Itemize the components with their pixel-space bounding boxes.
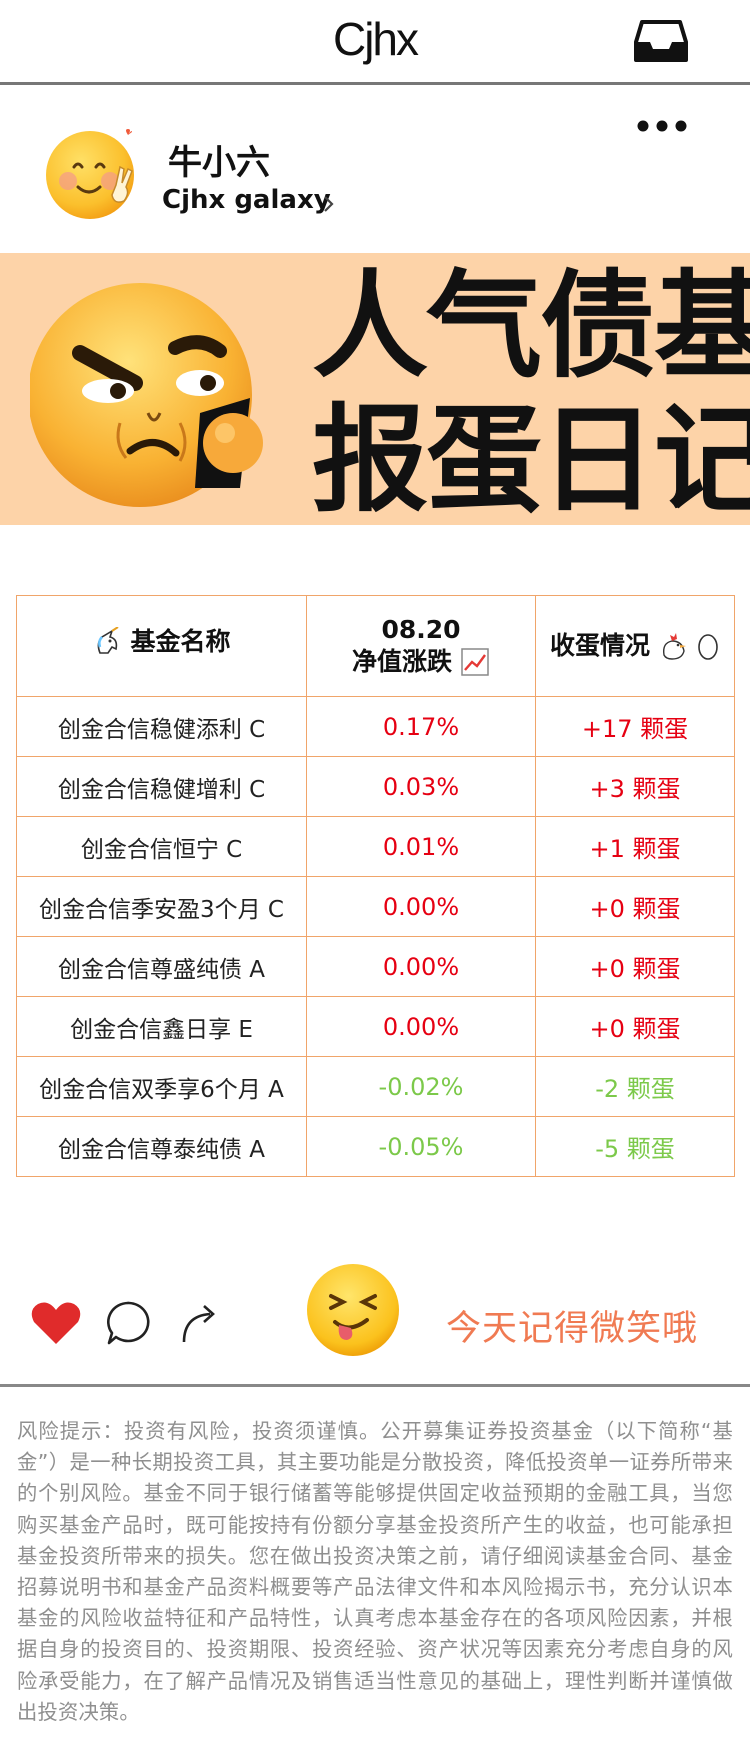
fund-name-cell: 创金合信尊泰纯债 A: [16, 1116, 307, 1177]
fund-name-cell: 创金合信鑫日享 E: [16, 996, 307, 1057]
fund-table: 基金名称 08.20 净值涨跌 收蛋情况: [16, 595, 735, 1177]
app-title: Cjhx: [332, 13, 419, 65]
header-eggs: 收蛋情况: [535, 595, 735, 697]
profile-header: 牛小六 Cjhx galaxy: [0, 85, 750, 253]
chart-up-icon: [461, 648, 489, 676]
eggs-cell: +1 颗蛋: [535, 816, 735, 877]
change-cell: 0.01%: [306, 816, 536, 877]
eggs-cell: -2 颗蛋: [535, 1056, 735, 1117]
fund-name-cell: 创金合信季安盈3个月 C: [16, 876, 307, 937]
share-icon[interactable]: [180, 1300, 220, 1344]
banner-title-line1: 人气债基: [312, 259, 750, 394]
heart-icon[interactable]: [30, 1300, 82, 1346]
header-change-label: 净值涨跌: [351, 647, 452, 676]
header-eggs-label: 收蛋情况: [549, 630, 650, 660]
change-cell: 0.17%: [306, 696, 536, 757]
unicorn-icon: [98, 627, 120, 655]
comment-icon[interactable]: [106, 1300, 152, 1346]
banner-title-line2: 报蛋日记: [312, 393, 750, 525]
table-header-row: 基金名称 08.20 净值涨跌 收蛋情况: [16, 595, 735, 697]
change-cell: 0.03%: [306, 756, 536, 817]
fund-name-cell: 创金合信双季享6个月 A: [16, 1056, 307, 1117]
action-bar: 今天记得微笑哦: [0, 1250, 750, 1380]
risk-disclaimer: 风险提示：投资有风险，投资须谨慎。公开募集证券投资基金（以下简称“基金”）是一种…: [17, 1419, 733, 1724]
egg-icon: [698, 634, 718, 660]
divider: [0, 1384, 750, 1387]
eggs-cell: +3 颗蛋: [535, 756, 735, 817]
header-fund-name-label: 基金名称: [130, 627, 231, 657]
skeptical-face-illustration: [30, 283, 263, 507]
header-fund-name: 基金名称: [16, 595, 307, 697]
user-handle[interactable]: Cjhx galaxy: [162, 185, 331, 215]
change-cell: 0.00%: [306, 876, 536, 937]
user-name[interactable]: 牛小六: [168, 143, 270, 183]
smile-reminder-text: 今天记得微笑哦: [446, 1309, 699, 1349]
chevron-right-icon[interactable]: [322, 193, 336, 215]
header-change: 08.20 净值涨跌: [306, 595, 536, 697]
eggs-cell: +0 颗蛋: [535, 936, 735, 997]
top-bar: Cjhx: [0, 0, 750, 85]
eggs-cell: -5 颗蛋: [535, 1116, 735, 1177]
change-cell: -0.05%: [306, 1116, 536, 1177]
change-cell: 0.00%: [306, 936, 536, 997]
avatar[interactable]: [44, 123, 144, 223]
banner: 人气债基 报蛋日记: [0, 253, 750, 525]
eggs-cell: +17 颗蛋: [535, 696, 735, 757]
inbox-icon[interactable]: [634, 18, 688, 64]
fund-name-cell: 创金合信恒宁 C: [16, 816, 307, 877]
change-cell: 0.00%: [306, 996, 536, 1057]
table-row: 创金合信双季享6个月 A -0.02% -2 颗蛋: [16, 1056, 735, 1117]
more-icon[interactable]: [636, 119, 688, 133]
fund-name-cell: 创金合信尊盛纯债 A: [16, 936, 307, 997]
table-row: 创金合信尊泰纯债 A -0.05% -5 颗蛋: [16, 1116, 735, 1177]
table-row: 创金合信恒宁 C 0.01% +1 颗蛋: [16, 816, 735, 877]
table-row: 创金合信稳健添利 C 0.17% +17 颗蛋: [16, 696, 735, 757]
fund-name-cell: 创金合信稳健增利 C: [16, 756, 307, 817]
table-row: 创金合信稳健增利 C 0.03% +3 颗蛋: [16, 756, 735, 817]
eggs-cell: +0 颗蛋: [535, 996, 735, 1057]
change-cell: -0.02%: [306, 1056, 536, 1117]
fund-name-cell: 创金合信稳健添利 C: [16, 696, 307, 757]
chicken-icon: [662, 633, 686, 660]
eggs-cell: +0 颗蛋: [535, 876, 735, 937]
wink-tongue-emoji: [307, 1264, 399, 1356]
table-row: 创金合信季安盈3个月 C 0.00% +0 颗蛋: [16, 876, 735, 937]
table-row: 创金合信尊盛纯债 A 0.00% +0 颗蛋: [16, 936, 735, 997]
table-row: 创金合信鑫日享 E 0.00% +0 颗蛋: [16, 996, 735, 1057]
header-date: 08.20: [381, 614, 461, 644]
